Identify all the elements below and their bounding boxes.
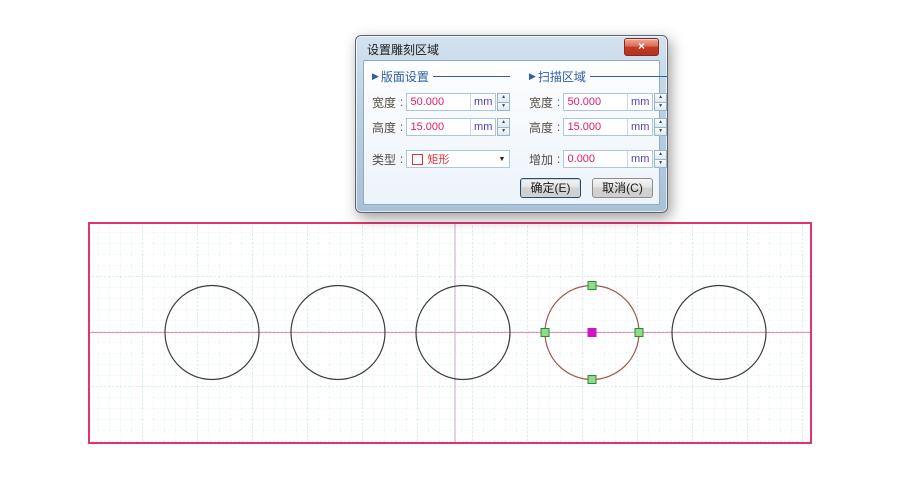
- field-value: 15.000: [567, 121, 602, 133]
- section-layout-settings: ▶ 版面设置 宽度 : 50.000 mm ▲ ▼: [372, 68, 511, 175]
- circle[interactable]: [415, 284, 511, 381]
- engraving-canvas[interactable]: [88, 222, 812, 444]
- spin-down-icon: ▼: [658, 102, 664, 109]
- spin-up-icon: ▲: [658, 119, 664, 125]
- field-value: 0.000: [567, 153, 596, 165]
- section-divider: [589, 75, 667, 77]
- field-value: 15.000: [410, 121, 445, 133]
- selection-handle[interactable]: [634, 328, 644, 337]
- field-label: 宽度: [372, 95, 397, 110]
- shape-type-value: 矩形: [427, 154, 450, 166]
- cancel-button[interactable]: 取消(C): [592, 178, 653, 198]
- field-label: 增加: [529, 152, 554, 167]
- scan-height-input[interactable]: 15.000 mm: [562, 118, 654, 136]
- scan-increase-stepper: ▲ ▼: [654, 150, 668, 168]
- section-divider: [432, 75, 510, 77]
- scan-width-stepper: ▲ ▼: [654, 93, 668, 111]
- field-label: 类型: [372, 152, 397, 167]
- field-colon: :: [556, 120, 561, 134]
- scan-height-stepper: ▲ ▼: [654, 118, 668, 136]
- work-area-border: [88, 222, 812, 444]
- field-colon: :: [399, 152, 404, 166]
- spin-up-icon: ▲: [658, 151, 664, 157]
- field-row-scan-width: 宽度 : 50.000 mm ▲ ▼: [529, 93, 668, 111]
- dialog-titlebar[interactable]: 设置雕刻区域 ×: [356, 36, 667, 60]
- spin-down-button[interactable]: ▼: [654, 101, 668, 111]
- chevron-down-icon: ▼: [498, 155, 506, 163]
- dialog-columns: ▶ 版面设置 宽度 : 50.000 mm ▲ ▼: [372, 68, 668, 175]
- ok-button[interactable]: 确定(E): [520, 178, 581, 198]
- field-unit: mm: [627, 151, 652, 167]
- circle[interactable]: [290, 284, 386, 381]
- shape-type-dropdown[interactable]: 矩形 ▼: [405, 150, 511, 168]
- layout-height-stepper: ▲ ▼: [497, 118, 511, 136]
- field-label: 高度: [529, 120, 554, 135]
- spin-down-icon: ▼: [501, 127, 507, 134]
- close-button[interactable]: ×: [624, 38, 659, 56]
- field-colon: :: [556, 95, 561, 109]
- scan-increase-input[interactable]: 0.000 mm: [562, 150, 654, 168]
- dialog-button-row: 确定(E) 取消(C): [520, 178, 653, 198]
- field-row-scan-height: 高度 : 15.000 mm ▲ ▼: [529, 118, 668, 136]
- selection-handle[interactable]: [540, 328, 550, 337]
- spin-down-icon: ▼: [658, 159, 664, 166]
- section-header-layout: ▶ 版面设置: [372, 68, 510, 84]
- circle[interactable]: [671, 284, 767, 381]
- section-header-scan: ▶ 扫描区域: [529, 68, 667, 84]
- field-label: 宽度: [529, 95, 554, 110]
- spin-down-button[interactable]: ▼: [497, 126, 511, 136]
- spin-up-icon: ▲: [501, 94, 507, 100]
- close-icon: ×: [637, 39, 645, 53]
- field-colon: :: [556, 152, 561, 166]
- circle[interactable]: [164, 284, 260, 381]
- spin-up-icon: ▲: [501, 119, 507, 125]
- field-label: 高度: [372, 120, 397, 135]
- section-marker-icon: ▶: [372, 70, 379, 81]
- field-unit: mm: [470, 119, 495, 135]
- field-colon: :: [399, 95, 404, 109]
- section-title: 版面设置: [380, 69, 429, 84]
- dialog-title: 设置雕刻区域: [367, 43, 440, 57]
- field-row-scan-increase: 增加 : 0.000 mm ▲ ▼: [529, 150, 668, 168]
- spin-down-button[interactable]: ▼: [497, 101, 511, 111]
- center-marker[interactable]: [587, 328, 597, 337]
- field-value: 50.000: [410, 96, 445, 108]
- selection-handle[interactable]: [587, 375, 597, 384]
- spin-up-icon: ▲: [658, 94, 664, 100]
- field-row-layout-type: 类型 : 矩形 ▼: [372, 150, 511, 168]
- section-marker-icon: ▶: [529, 70, 536, 81]
- field-value: 50.000: [567, 96, 602, 108]
- layout-height-input[interactable]: 15.000 mm: [405, 118, 497, 136]
- section-scan-area: ▶ 扫描区域 宽度 : 50.000 mm ▲ ▼: [529, 68, 668, 175]
- layout-width-input[interactable]: 50.000 mm: [405, 93, 497, 111]
- spin-down-icon: ▼: [658, 127, 664, 134]
- rectangle-shape-icon: [411, 153, 423, 165]
- spin-down-button[interactable]: ▼: [654, 126, 668, 136]
- section-title: 扫描区域: [537, 69, 586, 84]
- dialog-body: ▶ 版面设置 宽度 : 50.000 mm ▲ ▼: [363, 60, 668, 205]
- canvas-svg: [88, 222, 812, 444]
- spin-down-button[interactable]: ▼: [654, 158, 668, 168]
- spin-down-icon: ▼: [501, 102, 507, 109]
- field-colon: :: [399, 120, 404, 134]
- field-unit: mm: [470, 94, 495, 110]
- field-row-layout-height: 高度 : 15.000 mm ▲ ▼: [372, 118, 511, 136]
- selection-handle[interactable]: [587, 281, 597, 290]
- field-row-layout-width: 宽度 : 50.000 mm ▲ ▼: [372, 93, 511, 111]
- field-unit: mm: [627, 119, 652, 135]
- scan-width-input[interactable]: 50.000 mm: [562, 93, 654, 111]
- field-unit: mm: [627, 94, 652, 110]
- layout-width-stepper: ▲ ▼: [497, 93, 511, 111]
- set-engraving-area-dialog: 设置雕刻区域 × ▶ 版面设置 宽度 : 50.000 mm: [355, 35, 668, 213]
